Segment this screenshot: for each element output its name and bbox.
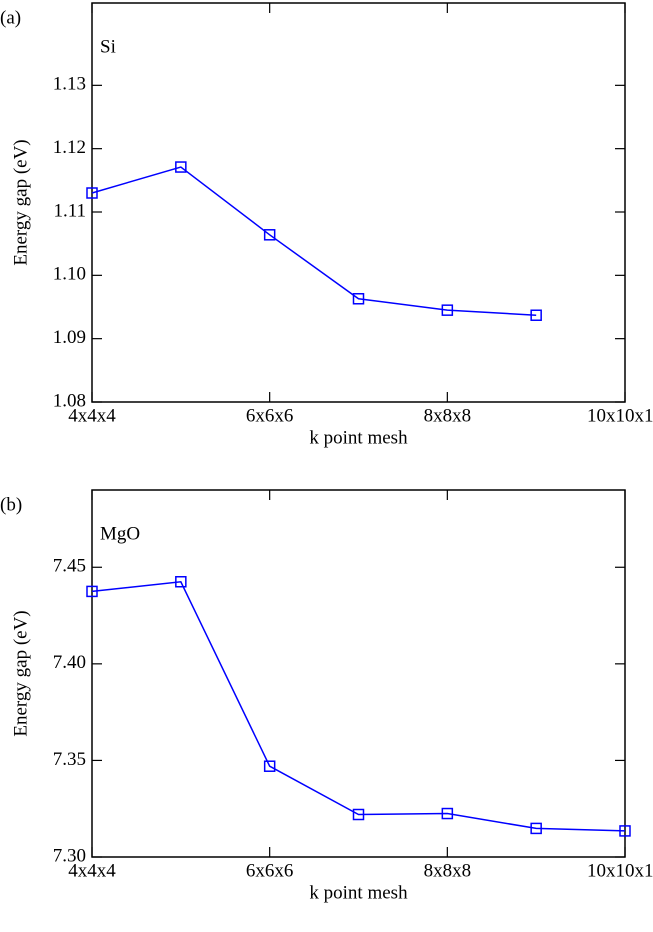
y-axis-label: Energy gap (eV) — [10, 610, 31, 736]
y-tick-label: 7.35 — [53, 749, 86, 770]
marker — [263, 760, 276, 772]
marker — [530, 309, 542, 321]
x-tick-label: 6x6x6 — [246, 860, 294, 881]
x-tick-label: 4x4x4 — [68, 860, 116, 881]
x-tick-label: 4x4x4 — [68, 405, 116, 426]
y-tick-label: 7.30 — [53, 845, 86, 866]
marker — [175, 576, 187, 588]
marker — [352, 808, 365, 821]
marker — [86, 187, 98, 199]
marker — [263, 229, 276, 241]
plot-frame — [91, 489, 626, 858]
x-axis-label: k point mesh — [309, 427, 408, 448]
annotation: Si — [100, 36, 116, 57]
marker — [86, 585, 98, 598]
x-tick-label: 10x10x10 — [587, 405, 653, 426]
y-tick-label: 1.10 — [53, 264, 86, 285]
annotation: MgO — [100, 523, 140, 544]
y-tick-label: 1.11 — [53, 200, 86, 221]
x-axis-label: k point mesh — [309, 882, 408, 903]
marker — [530, 822, 542, 835]
y-axis-label: Energy gap (eV) — [10, 139, 31, 265]
marker — [441, 304, 454, 316]
x-tick-label: 6x6x6 — [246, 405, 294, 426]
marker — [175, 161, 187, 173]
marker — [619, 825, 631, 837]
y-tick-label: 1.09 — [53, 327, 86, 348]
y-tick-label: 1.08 — [53, 390, 86, 411]
y-tick-label: 1.13 — [53, 74, 86, 95]
x-tick-label: 8x8x8 — [424, 860, 472, 881]
x-tick-label: 8x8x8 — [424, 405, 472, 426]
y-tick-label: 7.45 — [53, 556, 86, 577]
y-tick-label: 7.40 — [53, 652, 86, 673]
plot-frame — [91, 2, 626, 403]
data-line — [91, 166, 537, 316]
y-tick-label: 1.12 — [53, 137, 86, 158]
marker — [352, 293, 365, 305]
panel-label: (b) — [0, 494, 22, 515]
data-line — [91, 580, 626, 832]
x-tick-label: 10x10x10 — [587, 860, 653, 881]
marker — [441, 807, 454, 820]
panel-label: (a) — [0, 7, 21, 28]
